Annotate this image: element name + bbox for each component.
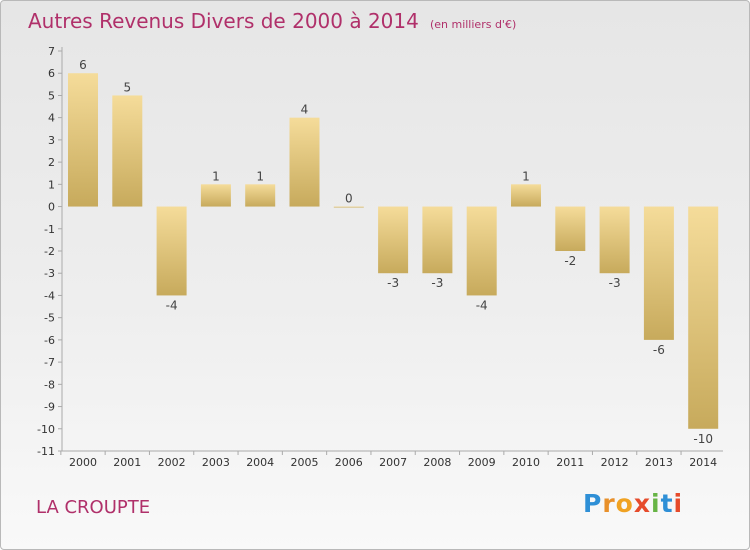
y-tick-label: 4: [48, 112, 55, 125]
bar[interactable]: [643, 206, 674, 340]
chart-unit: (en milliers d'€): [429, 18, 517, 31]
y-tick-label: 1: [48, 178, 55, 191]
bar-value-label: 1: [212, 169, 220, 183]
chart-axes: 7 6 5 4 3 2 1 0 -1 -2 -3 -4 -5 -6 -7 -8 -9 -10 -11: [37, 45, 723, 458]
chart-title: Autres Revenus Divers de 2000 à 2014: [28, 9, 419, 33]
y-tick-label: -5: [44, 312, 55, 325]
logo-letter: i: [673, 489, 684, 518]
x-tick-label: 2014: [689, 456, 717, 469]
y-tick-label: -9: [44, 401, 55, 414]
bar[interactable]: [511, 184, 541, 207]
x-tick-label: 2009: [468, 456, 496, 469]
bar-value-label: -4: [476, 298, 488, 312]
x-tick-label: 2013: [645, 456, 673, 469]
y-tick-label: -3: [44, 267, 55, 280]
bar[interactable]: [466, 206, 497, 296]
x-tick-label: 2003: [202, 456, 230, 469]
bar-value-label: 6: [79, 58, 87, 72]
bar[interactable]: [422, 206, 453, 274]
y-tick-label: -6: [44, 334, 55, 347]
y-tick-label: -2: [44, 245, 55, 258]
bar[interactable]: [555, 206, 586, 251]
bar-value-label: 4: [301, 103, 309, 117]
x-tick-label: 2006: [335, 456, 363, 469]
y-tick-label: -4: [44, 289, 55, 302]
logo-letter: P: [583, 489, 603, 518]
bar-value-label: 0: [345, 192, 353, 206]
bar[interactable]: [156, 206, 187, 296]
x-tick-label: 2011: [556, 456, 584, 469]
bar[interactable]: [289, 117, 320, 207]
commune-name: LA CROUPTE: [36, 497, 151, 518]
y-tick-label: -1: [44, 223, 55, 236]
x-tick-label: 2012: [601, 456, 629, 469]
bar[interactable]: [68, 73, 98, 207]
y-tick-label: 2: [48, 156, 55, 169]
bar-value-label: 1: [256, 169, 264, 183]
logo-letter: r: [602, 489, 616, 518]
x-tick-label: 2010: [512, 456, 540, 469]
bar[interactable]: [378, 206, 409, 274]
x-tick-label: 2008: [423, 456, 451, 469]
bar[interactable]: [112, 95, 143, 207]
x-tick-label: 2000: [69, 456, 97, 469]
bar-value-label: 5: [123, 80, 131, 94]
chart-header: Autres Revenus Divers de 2000 à 2014 (en…: [28, 9, 516, 33]
y-tick-label: -7: [44, 356, 55, 369]
bar[interactable]: [333, 206, 364, 208]
bar[interactable]: [245, 184, 276, 207]
x-tick-label: 2004: [246, 456, 274, 469]
bar-value-label: -3: [387, 276, 399, 290]
y-tick-label: -10: [37, 423, 55, 436]
chart-bars: [68, 73, 719, 429]
x-tick-label: 2002: [158, 456, 186, 469]
logo-letter: i: [651, 489, 661, 518]
chart-labels: 2000 6 2001 5 2002 -4 2003 1 2004 1 2005 4 2006 0 2007…: [69, 58, 717, 469]
bar-value-label: 1: [522, 169, 530, 183]
x-tick-label: 2001: [113, 456, 141, 469]
y-tick-label: -8: [44, 378, 55, 391]
x-tick-label: 2007: [379, 456, 407, 469]
bar-value-label: -6: [653, 343, 665, 357]
bar-value-label: -10: [693, 432, 713, 446]
y-tick-label: 7: [48, 45, 55, 58]
bar[interactable]: [688, 206, 719, 429]
bar-value-label: -3: [609, 276, 621, 290]
logo-letter: t: [660, 489, 674, 518]
proxiti-logo[interactable]: Proxiti: [583, 489, 683, 518]
bar-value-label: -2: [564, 254, 576, 268]
y-tick-label: 0: [48, 201, 55, 214]
y-tick-label: 6: [48, 67, 55, 80]
logo-letter: o: [615, 489, 634, 518]
y-tick-label: 5: [48, 89, 55, 102]
bar-value-label: -3: [431, 276, 443, 290]
x-tick-label: 2005: [291, 456, 319, 469]
bar[interactable]: [200, 184, 231, 207]
bar-value-label: -4: [166, 298, 178, 312]
y-tick-label: -11: [37, 445, 55, 458]
logo-letter: x: [633, 489, 651, 518]
y-tick-label: 3: [48, 134, 55, 147]
bar[interactable]: [599, 206, 630, 274]
